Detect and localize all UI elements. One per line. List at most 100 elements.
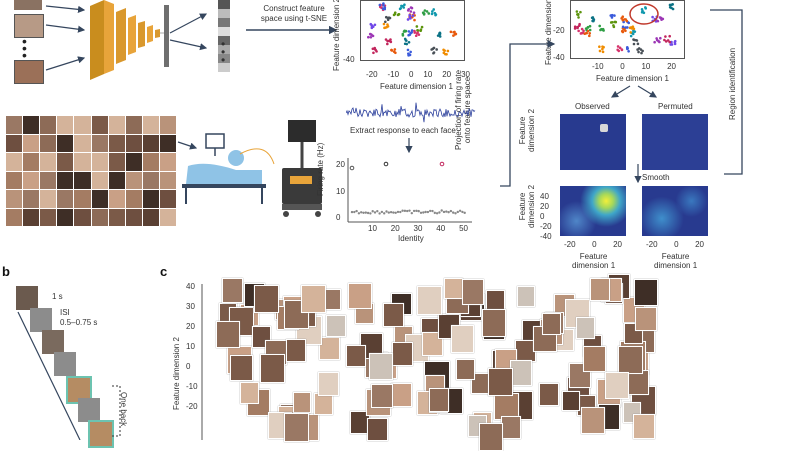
tick: -20 [540, 222, 552, 231]
task-trial-sequence [16, 286, 146, 448]
cluster-point [653, 40, 656, 44]
firing-point [392, 211, 395, 214]
tick: 0 [540, 212, 545, 221]
heatmap-xticks-left: -20 0 20 [564, 240, 622, 249]
cluster-point [598, 24, 601, 28]
cluster-point [588, 34, 591, 38]
cluster-point [409, 50, 412, 54]
firing-point [357, 212, 361, 215]
cluster-point [385, 25, 388, 29]
cluster-point [416, 31, 419, 34]
face-thumbnail [240, 382, 259, 404]
cluster-point [386, 23, 389, 26]
cluster-point [435, 48, 438, 51]
cluster-point [407, 53, 411, 56]
cluster-point [644, 6, 647, 9]
cluster-point [414, 34, 418, 38]
tick: 30 [186, 302, 195, 311]
cluster-point [624, 18, 627, 21]
face-thumbnail [74, 116, 91, 134]
firing-point [376, 209, 379, 213]
face-thumbnail [494, 392, 519, 421]
cluster-point [629, 34, 633, 38]
face-thumbnail [230, 354, 254, 381]
panel-c-ylabel: Feature dimension 2 [172, 337, 181, 410]
firing-point [422, 211, 425, 214]
cnn-network-graphic [90, 0, 208, 80]
face-thumbnail [450, 325, 475, 353]
cluster-point [636, 42, 640, 46]
firing-xticks: 10 20 30 40 50 [368, 224, 468, 233]
firing-point [383, 212, 386, 215]
cluster-point [632, 42, 636, 46]
firing-point [353, 210, 356, 214]
tick: 20 [336, 160, 345, 169]
tick: 10 [423, 70, 433, 79]
tick: 0 [620, 62, 625, 71]
cluster-point [382, 2, 385, 5]
face-thumbnail [125, 171, 142, 189]
firing-point [447, 211, 450, 214]
face-thumbnail [6, 208, 23, 226]
firing-point [401, 209, 404, 212]
panel-c-letter: c [160, 264, 168, 279]
firing-point [461, 210, 464, 214]
cluster-point [621, 25, 625, 29]
cluster-point [423, 9, 427, 12]
timeline-line [17, 311, 121, 440]
cluster-point [582, 29, 585, 33]
tick: -10 [186, 382, 198, 391]
face-thumbnail [23, 171, 40, 189]
cluster-point [415, 25, 419, 28]
face-thumbnail [125, 134, 142, 152]
face-thumbnail [142, 171, 159, 189]
cluster-point [601, 47, 604, 51]
cluster-point [588, 28, 592, 32]
trial-face-2 [42, 330, 64, 354]
firing-point [456, 210, 459, 214]
tsne-left-xlabel: Feature dimension 1 [380, 82, 453, 91]
one-back-label: One back [119, 392, 128, 427]
face-thumbnail [301, 285, 326, 314]
cluster-point [412, 11, 416, 15]
face-embedding-collage [206, 270, 666, 451]
cluster-point [579, 32, 583, 35]
face-thumbnail [159, 116, 176, 134]
face-thumbnail [159, 153, 176, 171]
firing-point [433, 211, 436, 215]
firing-point [373, 211, 377, 214]
firing-xlabel: Identity [398, 234, 424, 243]
tsne-right-xticks: -10 0 10 20 [592, 62, 676, 71]
firing-point [408, 209, 411, 212]
face-thumbnail [317, 371, 339, 396]
heatmap-xticks-right: -20 0 20 [646, 240, 704, 249]
cluster-point [579, 10, 582, 14]
tsne-left-xticks: -20 -10 0 10 20 30 [366, 70, 470, 79]
cluster-point [640, 51, 643, 55]
cluster-point [431, 10, 434, 13]
cluster-point [378, 5, 382, 9]
heatmap-yticks: 40 20 0 -20 -40 [540, 192, 552, 241]
face-stimulus-grid [6, 116, 176, 226]
face-thumbnail [108, 171, 125, 189]
cluster-point [577, 16, 580, 19]
face-thumbnail [633, 278, 658, 307]
tick: 30 [461, 70, 470, 79]
firing-point [378, 212, 381, 215]
face-thumbnail [509, 360, 533, 387]
cluster-point [438, 32, 442, 36]
face-thumbnail [293, 392, 312, 413]
cluster-point [393, 11, 397, 14]
cluster-point [580, 27, 584, 31]
face-thumbnail [516, 286, 535, 308]
duration-label: 1 s [52, 292, 63, 301]
firing-point [385, 210, 388, 213]
cluster-point [410, 6, 414, 10]
face-thumbnail [159, 171, 176, 189]
ellipsis-dots: • • • [22, 33, 27, 63]
face-thumbnail [416, 286, 443, 316]
firing-point [415, 209, 418, 213]
firing-point [369, 212, 372, 215]
firing-point [362, 211, 365, 214]
cluster-point [433, 11, 437, 15]
